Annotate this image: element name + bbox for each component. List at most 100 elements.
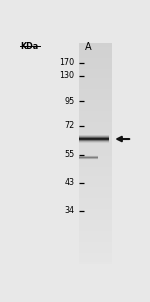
Bar [79, 53, 112, 54]
Bar [79, 174, 112, 176]
Bar [79, 157, 112, 159]
Bar [79, 95, 112, 97]
Bar [79, 143, 112, 144]
Bar [79, 249, 112, 251]
Bar [79, 89, 112, 91]
Bar [79, 144, 112, 146]
Bar [79, 91, 112, 93]
Bar [79, 161, 112, 163]
Bar [79, 226, 112, 227]
Bar [79, 60, 112, 62]
Bar [79, 191, 112, 192]
Bar [79, 227, 112, 229]
Bar [79, 218, 112, 220]
Bar [79, 47, 112, 49]
Bar [79, 49, 112, 50]
Bar [79, 126, 112, 128]
Bar [79, 130, 112, 132]
Bar [79, 102, 112, 104]
Bar [79, 69, 112, 71]
Bar [79, 214, 112, 216]
Bar [79, 122, 112, 124]
Bar [79, 150, 112, 152]
Bar [79, 139, 112, 141]
Bar [79, 110, 112, 111]
Bar [79, 124, 112, 126]
Bar [79, 45, 112, 47]
Bar [79, 253, 112, 255]
Bar [79, 113, 112, 115]
Bar [79, 222, 112, 223]
Bar [79, 233, 112, 235]
Bar [79, 80, 112, 82]
Bar [79, 231, 112, 233]
Bar [79, 75, 112, 76]
Bar [79, 43, 112, 45]
Bar [79, 176, 112, 178]
Bar [79, 135, 112, 137]
Bar [79, 58, 112, 60]
Bar [79, 76, 112, 78]
Bar [79, 50, 112, 53]
Bar [79, 104, 112, 106]
Bar [79, 137, 112, 139]
Bar [79, 262, 112, 264]
Bar [79, 120, 112, 122]
Bar [79, 82, 112, 84]
Bar [79, 148, 112, 150]
Bar [79, 169, 112, 170]
Bar [79, 93, 112, 95]
Bar [79, 201, 112, 203]
Bar [79, 71, 112, 73]
Bar [79, 183, 112, 185]
Bar [79, 73, 112, 75]
Bar [79, 100, 112, 102]
Bar [79, 213, 112, 214]
Bar [79, 259, 112, 260]
Bar [79, 133, 112, 135]
Bar [79, 229, 112, 231]
Bar [79, 236, 112, 238]
Bar [79, 260, 112, 262]
Bar [79, 56, 112, 58]
Bar [79, 238, 112, 240]
Bar [79, 240, 112, 242]
Bar [79, 251, 112, 253]
Bar [79, 63, 112, 65]
Text: 72: 72 [64, 121, 75, 130]
Bar [79, 156, 112, 157]
Bar [79, 194, 112, 196]
Bar [79, 187, 112, 189]
Bar [79, 203, 112, 205]
Bar [79, 189, 112, 191]
Bar [79, 246, 112, 248]
Bar [79, 244, 112, 246]
Bar [79, 54, 112, 56]
Bar [79, 235, 112, 236]
Bar [79, 211, 112, 213]
Bar [79, 119, 112, 120]
Bar [79, 255, 112, 257]
Bar [79, 98, 112, 100]
Bar [79, 170, 112, 172]
Bar [79, 165, 112, 167]
Bar [79, 84, 112, 85]
Bar [79, 67, 112, 69]
Bar [79, 62, 112, 63]
Bar [79, 128, 112, 130]
Bar [79, 257, 112, 259]
Text: 43: 43 [64, 178, 75, 187]
Bar [79, 223, 112, 226]
Bar [79, 216, 112, 218]
Bar [79, 220, 112, 222]
Bar [79, 198, 112, 200]
Bar [79, 181, 112, 183]
Bar [79, 146, 112, 148]
Text: 95: 95 [64, 97, 75, 106]
Bar [79, 159, 112, 161]
Bar [79, 97, 112, 98]
Bar [79, 248, 112, 249]
Bar [79, 87, 112, 89]
Bar [79, 141, 112, 143]
Bar [79, 196, 112, 198]
